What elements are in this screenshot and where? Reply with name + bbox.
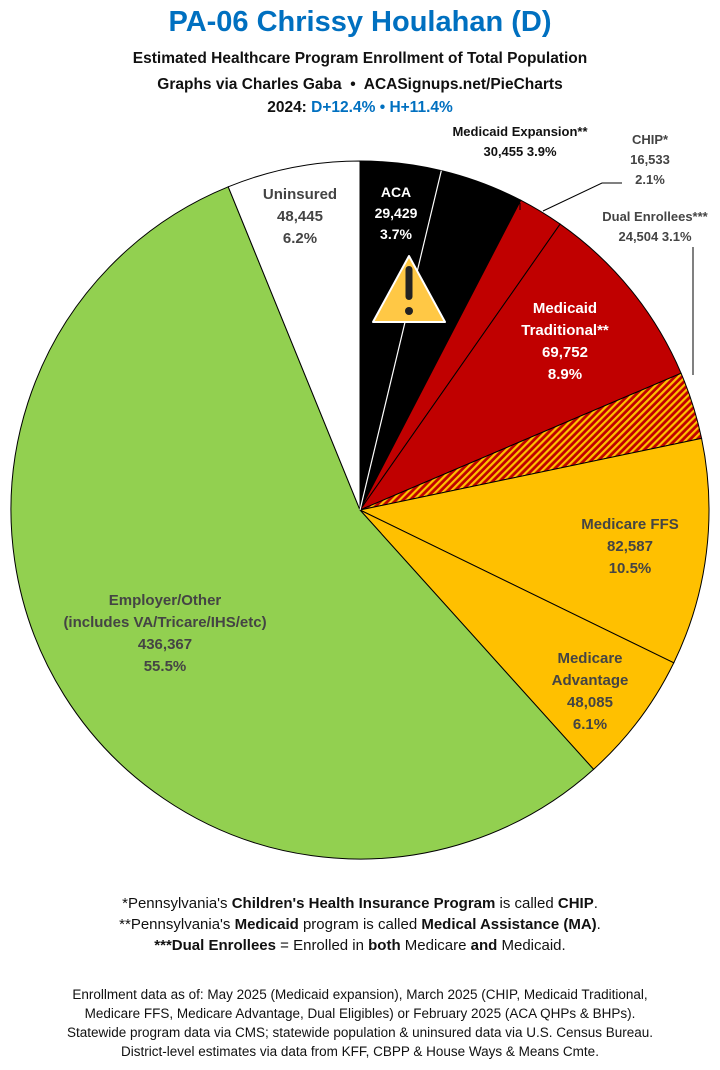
election-margins: 2024: D+12.4% • H+11.4%	[0, 99, 720, 117]
label-chip: CHIP* 16,533 2.1%	[630, 132, 670, 187]
label-medicaid-traditional: Medicaid Traditional** 69,752 8.9%	[521, 300, 609, 383]
footnotes: *Pennsylvania's Children's Health Insura…	[0, 893, 720, 956]
footnote-dual: ***Dual Enrollees = Enrolled in both Med…	[154, 937, 566, 954]
label-employer-other: Employer/Other (includes VA/Tricare/IHS/e…	[63, 592, 267, 675]
credit-author: Graphs via Charles Gaba	[157, 76, 342, 93]
h-margin: H+11.4%	[389, 99, 453, 116]
label-uninsured: Uninsured 48,445 6.2%	[262, 186, 338, 247]
pie-slice-medicare-advantage	[359, 509, 675, 771]
label-medicaid-expansion: Medicaid Expansion** 30,455 3.9%	[452, 124, 588, 159]
source-line: Enrollment data as of: May 2025 (Medicai…	[72, 987, 648, 1002]
warning-triangle-icon	[372, 255, 446, 323]
year-label: 2024:	[267, 99, 307, 116]
label-dual-enrollees: Dual Enrollees*** 24,504 3.1%	[602, 209, 708, 244]
chart-subtitle: Estimated Healthcare Program Enrollment …	[132, 50, 588, 67]
pie-slice-uninsured	[227, 160, 361, 511]
source-line: Medicare FFS, Medicare Advantage, Dual E…	[84, 1006, 636, 1021]
aca-divider-line	[359, 170, 442, 511]
pie-slice-medicare-ffs	[358, 437, 710, 664]
label-medicare-advantage: Medicare Advantage 48,085 6.1%	[551, 650, 629, 733]
d-margin: D+12.4%	[311, 99, 376, 116]
credit-line: Graphs via Charles Gaba • ACASignups.net…	[0, 76, 720, 94]
source-line: District-level estimates via data from K…	[121, 1044, 599, 1059]
source-line: Statewide program data via CMS; statewid…	[66, 1025, 654, 1040]
pie-slice-medicaid-traditional	[358, 223, 682, 512]
credit-site: ACASignups.net/PieCharts	[363, 76, 563, 93]
chart-title: PA-06 Chrissy Houlahan (D)	[168, 6, 552, 38]
footnote-chip: *Pennsylvania's Children's Health Insura…	[122, 895, 598, 912]
bullet: •	[350, 76, 356, 93]
pie-slice-employer-other	[10, 186, 595, 860]
label-medicare-ffs: Medicare FFS 82,587 10.5%	[581, 516, 679, 577]
leader-line-chip	[542, 182, 622, 212]
footnote-medicaid: **Pennsylvania's Medicaid program is cal…	[119, 916, 601, 933]
label-aca: ACA 29,429 3.7%	[374, 184, 418, 242]
bullet: •	[379, 99, 386, 116]
source-notes: Enrollment data as of: May 2025 (Medicai…	[0, 985, 720, 1061]
